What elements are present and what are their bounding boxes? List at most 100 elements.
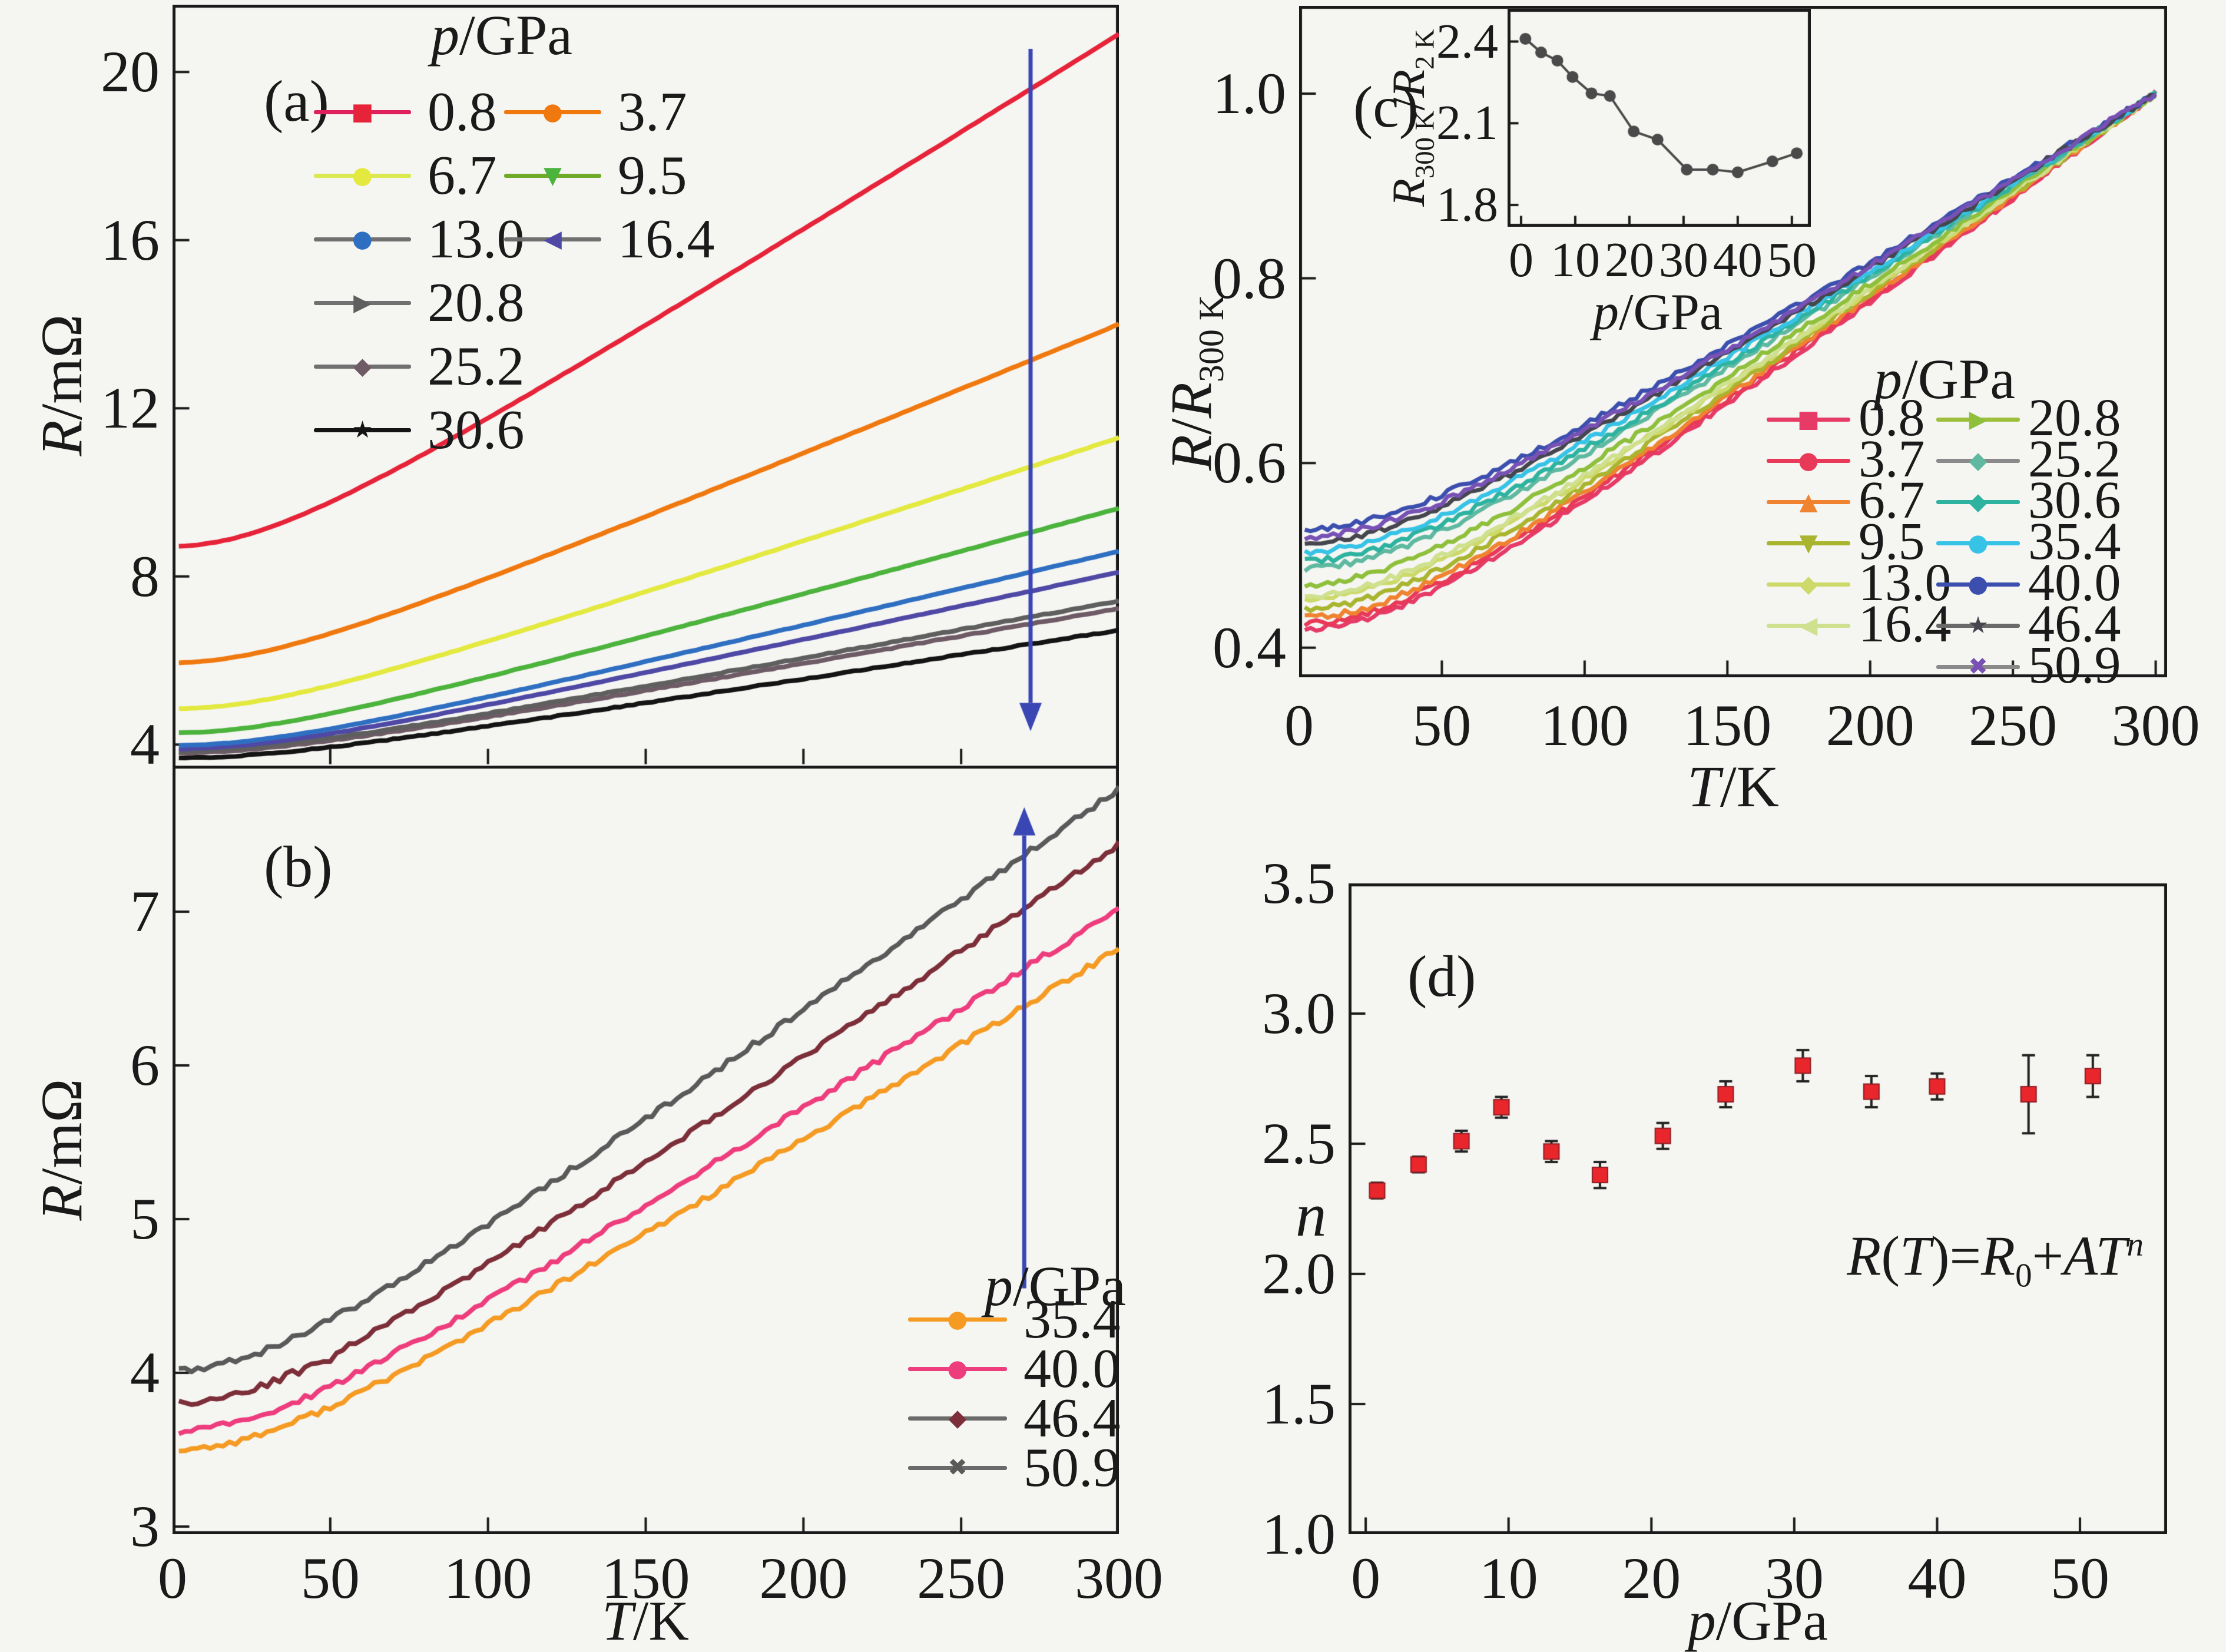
- d-ytick-2.5: 2.5: [1262, 1111, 1336, 1176]
- b-legend-label-40.0: 40.0: [1023, 1338, 1121, 1399]
- a-legend-marker-20.8: ▶: [353, 289, 372, 316]
- b-xtick-250: 250: [917, 1545, 1006, 1611]
- c-legend-marker-46.4: ★: [1967, 612, 1989, 639]
- c-ytick-0.4: 0.4: [1213, 614, 1286, 680]
- b-xtick-150: 150: [601, 1545, 690, 1611]
- c-legend-label-50.9: 50.9: [2028, 636, 2121, 694]
- panel-c-inset-plot: [1508, 9, 1811, 227]
- c-xtick-300: 300: [2111, 693, 2200, 758]
- b-legend-marker-40.0: ●: [947, 1355, 968, 1382]
- b-legend-label-50.9: 50.9: [1023, 1437, 1121, 1498]
- c-legend-marker-0.8: ■: [1797, 406, 1820, 433]
- inset-ylabel: R300 K/R2 K: [1382, 29, 1440, 207]
- b-xtick-200: 200: [759, 1545, 848, 1611]
- c-legend-label-40.0: 40.0: [2028, 554, 2121, 612]
- a-legend-marker-0.8: ■: [351, 98, 374, 125]
- panel-a-legend-title: p/GPa: [431, 4, 572, 67]
- a-ytick-8: 8: [130, 543, 160, 609]
- c-legend-swatch-13.0: [1767, 582, 1850, 587]
- d-xtick-10: 10: [1479, 1545, 1538, 1611]
- b-xtick-50: 50: [300, 1545, 360, 1611]
- b-legend-label-46.4: 46.4: [1023, 1388, 1121, 1449]
- a-legend-swatch-25.2: [314, 365, 411, 369]
- a-legend-label-20.8: 20.8: [428, 272, 525, 333]
- c-legend-label-6.7: 6.7: [1859, 471, 1925, 529]
- panel-b-letter: (b): [264, 834, 333, 899]
- d-ytick-2.0: 2.0: [1262, 1241, 1336, 1306]
- d-xtick-40: 40: [1907, 1545, 1967, 1611]
- a-legend-swatch-0.8: [314, 110, 411, 114]
- b-ytick-7: 7: [130, 878, 160, 944]
- c-ytick-1.0: 1.0: [1213, 60, 1286, 126]
- a-legend-swatch-9.5: [504, 174, 601, 178]
- a-legend-swatch-3.7: [504, 110, 601, 114]
- c-legend-swatch-40.0: [1936, 582, 2020, 587]
- panel-d-formula: R(T)=R0+ATn: [1847, 1224, 2144, 1295]
- c-legend-marker-13.0: ◆: [1799, 571, 1818, 598]
- c-xtick-50: 50: [1412, 693, 1472, 758]
- a-legend-marker-25.2: ◆: [353, 353, 372, 380]
- c-legend-swatch-9.5: [1767, 541, 1850, 545]
- c-legend-swatch-16.4: [1767, 624, 1850, 628]
- c-legend-swatch-20.8: [1936, 418, 2020, 422]
- c-legend-marker-50.9: ✖: [1968, 653, 1988, 680]
- panel-d-plot: [1349, 883, 2167, 1534]
- b-legend-marker-35.4: ●: [947, 1306, 968, 1333]
- inset-ytick-1.8: 1.8: [1436, 177, 1498, 232]
- c-legend-swatch-30.6: [1936, 500, 2020, 504]
- c-legend-swatch-35.4: [1936, 541, 2020, 545]
- b-xtick-300: 300: [1075, 1545, 1163, 1611]
- c-legend-marker-25.2: ◆: [1969, 447, 1988, 474]
- panel-c-legend-title: p/GPa: [1874, 347, 2015, 410]
- c-xtick-250: 250: [1969, 693, 2058, 758]
- a-legend-marker-30.6: ★: [352, 416, 373, 443]
- c-legend-label-30.6: 30.6: [2028, 471, 2121, 529]
- c-legend-swatch-50.9: [1936, 665, 2020, 669]
- c-legend-label-0.8: 0.8: [1859, 389, 1925, 447]
- a-legend-marker-13.0: ●: [352, 226, 373, 253]
- d-ytick-1.0: 1.0: [1262, 1501, 1336, 1567]
- panel-b-ylabel: R/mΩ: [29, 1078, 94, 1221]
- a-legend-swatch-13.0: [314, 237, 411, 241]
- c-legend-label-13.0: 13.0: [1859, 554, 1952, 612]
- a-legend-label-9.5: 9.5: [618, 145, 687, 206]
- d-ytick-3.0: 3.0: [1262, 981, 1336, 1046]
- c-legend-swatch-25.2: [1936, 459, 2020, 463]
- inset-xtick-20: 20: [1604, 233, 1654, 287]
- c-legend-marker-9.5: ▼: [1799, 529, 1818, 557]
- d-xtick-0: 0: [1351, 1545, 1381, 1611]
- panel-d-xlabel: p/GPa: [1688, 1590, 1828, 1652]
- inset-xtick-50: 50: [1767, 233, 1817, 287]
- b-ytick-5: 5: [130, 1186, 160, 1252]
- d-ytick-3.5: 3.5: [1262, 850, 1336, 916]
- b-ytick-6: 6: [130, 1032, 160, 1098]
- b-legend-swatch-35.4: [908, 1317, 1007, 1322]
- c-ytick-0.6: 0.6: [1213, 430, 1286, 496]
- c-xtick-200: 200: [1826, 693, 1914, 758]
- a-ytick-16: 16: [101, 207, 160, 273]
- a-legend-swatch-20.8: [314, 301, 411, 305]
- b-legend-swatch-40.0: [908, 1367, 1007, 1371]
- b-legend-swatch-50.9: [908, 1466, 1007, 1470]
- b-legend-marker-50.9: ✖: [948, 1454, 968, 1481]
- a-legend-swatch-16.4: [504, 237, 601, 241]
- c-xtick-150: 150: [1683, 693, 1772, 758]
- a-legend-marker-16.4: ◀: [544, 226, 562, 253]
- c-xtick-100: 100: [1540, 693, 1629, 758]
- a-ytick-20: 20: [101, 39, 160, 105]
- a-legend-marker-9.5: ▼: [544, 162, 562, 189]
- inset-ytick-2.1: 2.1: [1436, 95, 1498, 151]
- a-legend-label-25.2: 25.2: [428, 336, 525, 397]
- d-ytick-1.5: 1.5: [1262, 1371, 1336, 1436]
- a-legend-label-30.6: 30.6: [428, 399, 525, 461]
- inset-xtick-10: 10: [1550, 233, 1600, 287]
- c-legend-swatch-6.7: [1767, 500, 1850, 504]
- b-legend-swatch-46.4: [908, 1416, 1007, 1421]
- panel-d-letter: (d): [1407, 943, 1476, 1009]
- c-legend-marker-16.4: ◀: [1799, 612, 1818, 639]
- c-ytick-0.8: 0.8: [1213, 245, 1286, 311]
- a-ytick-12: 12: [101, 375, 160, 441]
- d-xtick-30: 30: [1764, 1545, 1824, 1611]
- c-legend-marker-35.4: ●: [1967, 529, 1989, 557]
- panel-a-plot: [173, 5, 1119, 766]
